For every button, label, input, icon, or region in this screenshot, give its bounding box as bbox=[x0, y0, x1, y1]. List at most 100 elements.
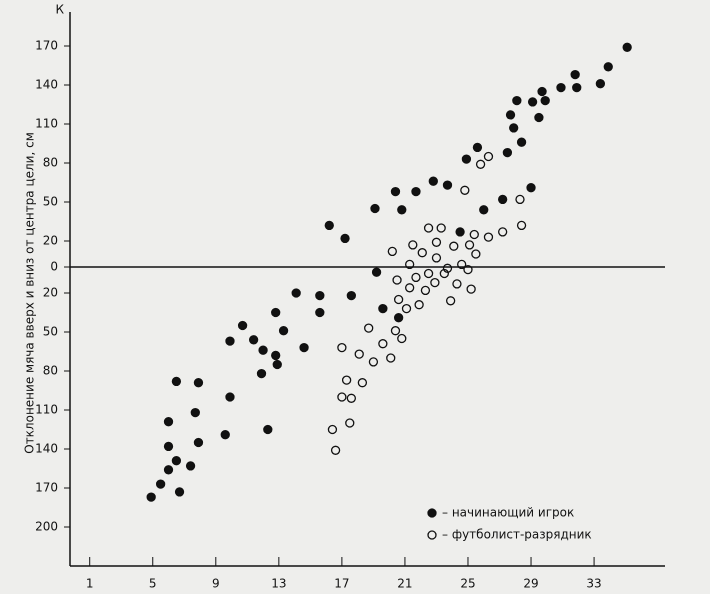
point bbox=[466, 284, 476, 294]
point bbox=[315, 307, 325, 318]
legend-marker bbox=[427, 508, 437, 518]
point bbox=[258, 345, 268, 355]
y-tick-label: 170 bbox=[35, 481, 58, 495]
point bbox=[471, 249, 481, 259]
y-tick-label: 140 bbox=[35, 78, 58, 92]
point bbox=[370, 203, 380, 214]
point bbox=[155, 479, 166, 489]
point bbox=[392, 275, 402, 285]
point bbox=[428, 176, 438, 186]
point bbox=[225, 392, 235, 402]
point bbox=[171, 456, 182, 466]
point bbox=[220, 430, 230, 440]
point bbox=[515, 194, 525, 205]
point bbox=[483, 232, 494, 242]
point bbox=[390, 186, 401, 197]
y-tick-label: 0 bbox=[50, 260, 58, 274]
point bbox=[455, 227, 465, 237]
point bbox=[368, 357, 379, 367]
point bbox=[357, 378, 368, 388]
point bbox=[460, 185, 470, 195]
y-tick-label: 80 bbox=[43, 364, 58, 378]
point bbox=[516, 220, 527, 231]
point bbox=[387, 246, 397, 257]
point bbox=[291, 288, 301, 298]
point bbox=[299, 342, 309, 353]
point bbox=[174, 487, 185, 497]
point bbox=[371, 267, 382, 277]
point bbox=[469, 229, 479, 240]
x-tick-label: 9 bbox=[212, 577, 220, 591]
point bbox=[346, 290, 356, 301]
point bbox=[271, 307, 281, 318]
y-tick-label: 140 bbox=[35, 442, 58, 456]
point bbox=[498, 194, 508, 205]
x-tick-label: 33 bbox=[586, 577, 601, 591]
point bbox=[570, 69, 580, 80]
point bbox=[330, 445, 341, 455]
point bbox=[527, 97, 538, 107]
point bbox=[512, 95, 522, 106]
x-tick-label: 17 bbox=[334, 577, 349, 591]
point bbox=[423, 268, 434, 279]
point bbox=[414, 300, 424, 310]
point bbox=[163, 441, 174, 452]
point bbox=[431, 253, 442, 263]
point bbox=[237, 320, 248, 331]
point bbox=[509, 123, 519, 133]
point bbox=[540, 95, 550, 106]
legend-marker bbox=[427, 530, 437, 540]
y-tick-label: 50 bbox=[43, 325, 58, 339]
point bbox=[430, 277, 440, 288]
point bbox=[442, 263, 453, 273]
x-tick-label: 29 bbox=[523, 577, 538, 591]
point bbox=[393, 313, 404, 323]
point bbox=[364, 323, 374, 333]
x-tick-label: 5 bbox=[149, 577, 157, 591]
point bbox=[185, 461, 196, 471]
point bbox=[278, 326, 289, 336]
point bbox=[411, 272, 421, 283]
x-tick-label: 1 bbox=[86, 577, 94, 591]
point bbox=[146, 492, 156, 502]
y-tick-label: 110 bbox=[35, 117, 58, 131]
point bbox=[502, 147, 513, 158]
point bbox=[405, 259, 415, 270]
point bbox=[386, 353, 396, 363]
point bbox=[341, 375, 352, 385]
point bbox=[390, 326, 401, 336]
point bbox=[439, 268, 449, 279]
point bbox=[272, 359, 282, 370]
point bbox=[315, 290, 325, 301]
point bbox=[498, 227, 508, 237]
y-tick-label: 110 bbox=[35, 403, 58, 417]
y-unit: К bbox=[55, 3, 64, 17]
point bbox=[193, 378, 204, 388]
point bbox=[354, 349, 364, 359]
x-tick-label: 25 bbox=[460, 577, 475, 591]
y-tick-label: 20 bbox=[43, 286, 58, 300]
point bbox=[163, 465, 174, 475]
point bbox=[475, 159, 486, 169]
point bbox=[337, 342, 347, 353]
point bbox=[516, 137, 527, 147]
y-tick-label: 80 bbox=[43, 156, 58, 170]
point bbox=[324, 220, 334, 231]
point bbox=[193, 437, 204, 448]
point bbox=[572, 82, 582, 93]
point bbox=[603, 62, 613, 72]
point bbox=[401, 303, 412, 314]
point bbox=[271, 350, 281, 361]
y-axis-label: Отклонение мяча вверх и вниз от центра ц… bbox=[23, 132, 37, 454]
point bbox=[393, 294, 404, 305]
point bbox=[171, 376, 182, 387]
point bbox=[190, 407, 200, 418]
point bbox=[378, 339, 388, 349]
legend-label: – футболист-разрядник bbox=[442, 528, 592, 542]
point bbox=[340, 233, 350, 244]
point bbox=[472, 142, 483, 153]
point bbox=[163, 417, 174, 427]
point bbox=[346, 393, 356, 403]
point bbox=[526, 183, 536, 193]
point bbox=[423, 223, 434, 233]
